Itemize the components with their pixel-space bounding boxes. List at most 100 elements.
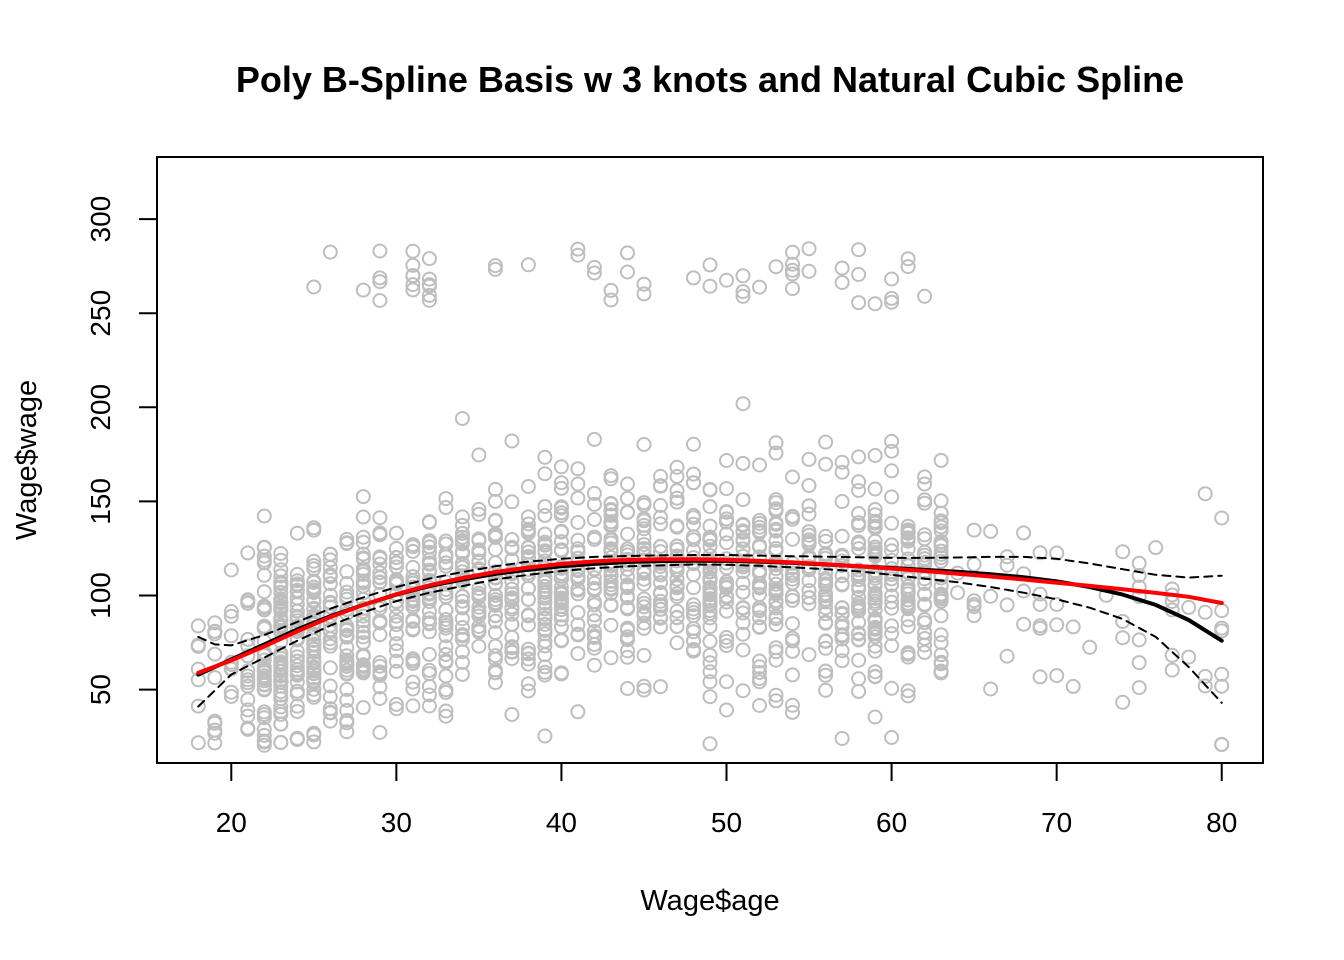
data-point [801,241,817,257]
data-point [405,674,421,690]
data-point [355,566,371,582]
data-point [471,553,487,569]
data-point [586,431,602,447]
data-point [686,529,701,545]
data-point [223,608,239,624]
data-point [653,679,668,695]
data-point [586,570,602,586]
data-point [768,576,784,592]
data-point [752,665,767,680]
data-point [1197,668,1213,684]
data-point [603,573,619,589]
data-point [867,296,883,312]
data-point [801,527,817,543]
data-point [1115,544,1131,560]
data-point [818,606,834,622]
data-point [669,618,685,634]
data-point [834,260,850,276]
data-point [553,666,569,682]
data-point [570,626,586,642]
data-point [636,437,652,452]
data-point [586,613,602,629]
data-point [603,650,619,666]
data-point [322,567,338,583]
data-point [603,282,619,298]
data-point [454,627,470,643]
data-point [669,635,685,651]
data-point [834,628,850,644]
data-point [306,561,322,577]
data-point [438,618,454,633]
data-point [768,435,784,451]
data-point [851,474,867,490]
data-point [487,513,503,529]
data-point [372,658,388,674]
data-point [620,526,635,542]
data-point [884,564,900,580]
data-point [289,658,305,674]
data-point [933,493,949,509]
data-point [686,436,701,452]
data-point [471,599,487,615]
data-point [884,680,900,696]
data-point [553,632,569,648]
data-point [438,628,454,644]
data-point [223,562,239,578]
data-point [339,654,355,670]
data-point [702,603,718,619]
data-point [570,241,586,257]
data-point [355,618,371,634]
data-point [818,528,834,544]
data-point [504,599,520,615]
data-point [884,638,900,654]
data-point [421,646,437,662]
data-point [768,616,784,632]
data-point [322,244,338,260]
data-point [768,259,784,275]
data-point [818,640,834,656]
data-point [653,498,668,513]
data-point [768,640,784,656]
data-point [834,528,850,544]
data-point [933,593,949,609]
data-point [240,721,256,737]
data-point [834,605,850,621]
data-point [586,496,602,512]
data-point [586,485,602,501]
data-point [372,510,388,526]
data-point [752,566,767,581]
data-point [537,611,553,627]
data-point [421,277,437,293]
data-point [438,536,454,552]
data-point [851,483,867,498]
data-point [504,591,520,607]
data-point [372,574,388,590]
data-point [917,527,933,543]
data-point [620,490,635,506]
data-point [867,638,883,654]
x-tick-label: 80 [1206,807,1237,838]
data-point [388,653,404,669]
data-point [306,553,322,569]
data-point [801,532,817,548]
data-point [686,597,701,613]
data-point [719,574,734,590]
data-point [801,498,817,514]
data-point [785,697,800,713]
x-tick-label: 60 [876,807,907,838]
data-point [372,293,388,308]
data-point [190,637,206,653]
data-point [851,671,867,687]
data-point [388,525,404,541]
data-point [355,561,371,577]
data-point [785,592,800,608]
data-point [1197,486,1213,502]
data-point [702,570,718,586]
data-point [273,668,289,684]
data-point [603,468,619,484]
data-point [1065,619,1081,635]
data-point [1131,632,1147,648]
data-point [917,288,933,304]
data-point [851,579,867,594]
